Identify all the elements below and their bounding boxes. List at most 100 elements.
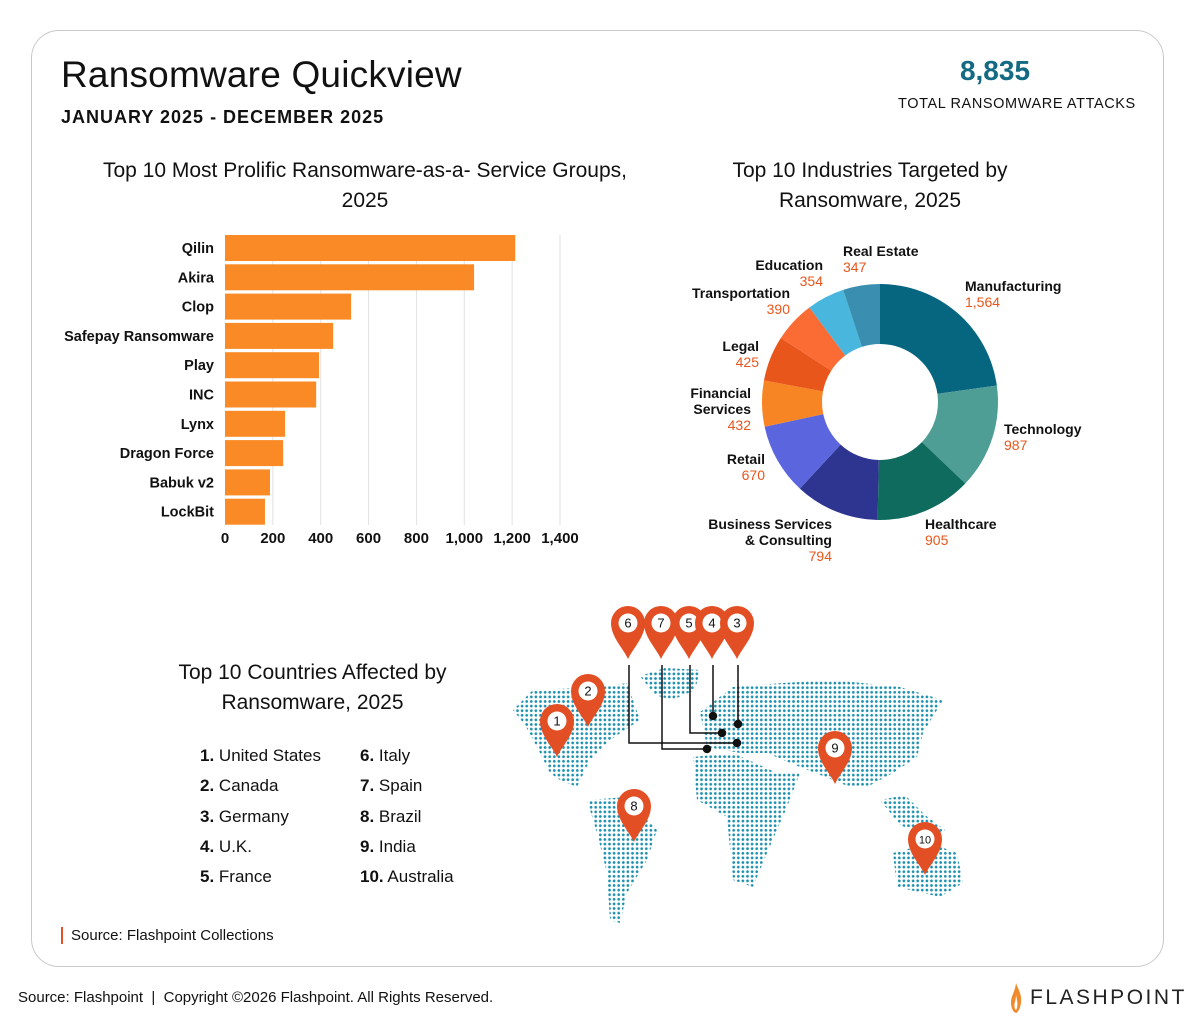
country-list-item: 8. Brazil	[360, 802, 454, 832]
x-tick-label: 0	[221, 530, 229, 547]
bar	[225, 440, 284, 467]
pin-number: 6	[624, 616, 631, 631]
country-name: Canada	[214, 776, 279, 796]
pin-number: 1	[553, 714, 560, 729]
map-north-america	[513, 683, 640, 787]
donut-slice	[763, 338, 832, 392]
bar	[225, 469, 270, 496]
pin-number: 4	[708, 616, 715, 631]
country-name: Brazil	[374, 806, 422, 826]
x-tick-label: 1,000	[446, 530, 484, 547]
pin-badge	[578, 681, 598, 701]
donut-slice	[921, 385, 998, 484]
pin-badge	[915, 829, 935, 849]
country-rank: 4.	[200, 836, 215, 856]
location-dot-spain	[702, 744, 712, 754]
slice-value: 432	[728, 417, 752, 433]
bar-category-label: Lynx	[181, 417, 214, 433]
donut-slice	[809, 289, 862, 356]
slice-label: Technology	[1004, 421, 1082, 437]
total-attacks-label: TOTAL RANSOMWARE ATTACKS	[898, 96, 1136, 112]
map-africa	[693, 753, 800, 887]
country-list-item: 4. U.K.	[200, 832, 321, 862]
donut-slice	[780, 307, 846, 371]
x-tick-label: 1,400	[541, 530, 579, 547]
country-rank: 5.	[200, 867, 215, 887]
donut-slice	[799, 444, 879, 520]
country-rank: 8.	[360, 806, 375, 826]
slice-label: Legal	[722, 338, 759, 354]
bar-chart: 0 200 400 600 800 1,000 1,200 1,400 Qilin Akira Cl…	[64, 235, 579, 547]
donut-chart-title: Top 10 Industries Targeted by Ransomware…	[732, 159, 1008, 212]
map-australia	[893, 843, 963, 897]
x-tick-label: 1,200	[493, 530, 531, 547]
flame-icon	[1011, 983, 1022, 1013]
slice-label: Services	[693, 401, 751, 417]
slice-value: 347	[843, 259, 867, 275]
card-frame	[31, 30, 1164, 967]
location-dot-italy	[732, 738, 742, 748]
world-map	[513, 668, 963, 923]
bar-category-label: Dragon Force	[120, 446, 214, 462]
country-name: Germany	[214, 806, 289, 826]
donut-slice	[877, 442, 966, 520]
slice-label: Business Services	[708, 516, 832, 532]
pin-badge	[618, 613, 638, 633]
bar	[225, 352, 320, 379]
slice-label: Financial	[690, 385, 751, 401]
country-name: United States	[214, 746, 321, 765]
map-pin-6: 6	[611, 606, 645, 659]
location-dot-germany	[733, 719, 743, 729]
bar	[225, 235, 516, 261]
bar-chart-title: Top 10 Most Prolific Ransomware-as-a- Se…	[102, 159, 627, 212]
footer-text: Source: Flashpoint | Copyright ©2026 Fla…	[18, 989, 494, 1006]
pin-number: 10	[919, 835, 931, 847]
country-rank: 3.	[200, 806, 215, 826]
donut-slice	[764, 414, 841, 489]
slice-label: Healthcare	[925, 516, 997, 532]
donut-slice	[761, 380, 824, 427]
bar-category-label: Clop	[182, 300, 214, 316]
country-list-item: 2. Canada	[200, 771, 321, 801]
map-pin-3: 3	[720, 606, 754, 659]
country-list-item: 7. Spain	[360, 771, 454, 801]
leader-line-france	[689, 665, 722, 734]
country-rank: 2.	[200, 776, 215, 796]
slice-value: 794	[809, 548, 833, 564]
bar	[225, 498, 265, 525]
pin-number: 3	[733, 616, 740, 631]
pin-badge	[825, 738, 845, 758]
pin-number: 8	[630, 799, 637, 814]
bar-category-label: LockBit	[161, 505, 214, 521]
map-pins: 1 2 8 9 10 6 7 5 4 3	[540, 606, 942, 875]
slice-value: 425	[736, 354, 760, 370]
bar-category-label: Akira	[178, 270, 215, 286]
location-dot-france	[717, 728, 727, 738]
pin-badge	[547, 711, 567, 731]
pin-badge	[679, 613, 699, 633]
country-list-item: 1. United States	[200, 741, 321, 771]
slice-label: Education	[755, 257, 823, 273]
bar	[225, 381, 317, 408]
slice-value: 1,564	[965, 294, 1000, 310]
map-pin-10: 10	[908, 822, 942, 875]
slice-value: 670	[742, 467, 766, 483]
map-eurasia	[700, 680, 943, 787]
country-list-left: 1. United States 2. Canada 3. Germany 4. U.…	[200, 741, 321, 892]
country-name: India	[374, 836, 416, 856]
slice-label: Real Estate	[843, 243, 919, 259]
map-pin-8: 8	[617, 789, 651, 842]
pin-number: 5	[685, 616, 692, 631]
country-list-item: 10. Australia	[360, 862, 454, 892]
leader-line-italy	[628, 665, 737, 744]
bar-category-label: INC	[189, 388, 215, 404]
country-list-item: 5. France	[200, 862, 321, 892]
country-name: France	[214, 867, 272, 887]
map-pin-2: 2	[571, 674, 605, 727]
bar	[225, 264, 475, 291]
x-tick-label: 800	[404, 530, 429, 547]
page-title: Ransomware Quickview	[61, 54, 462, 95]
